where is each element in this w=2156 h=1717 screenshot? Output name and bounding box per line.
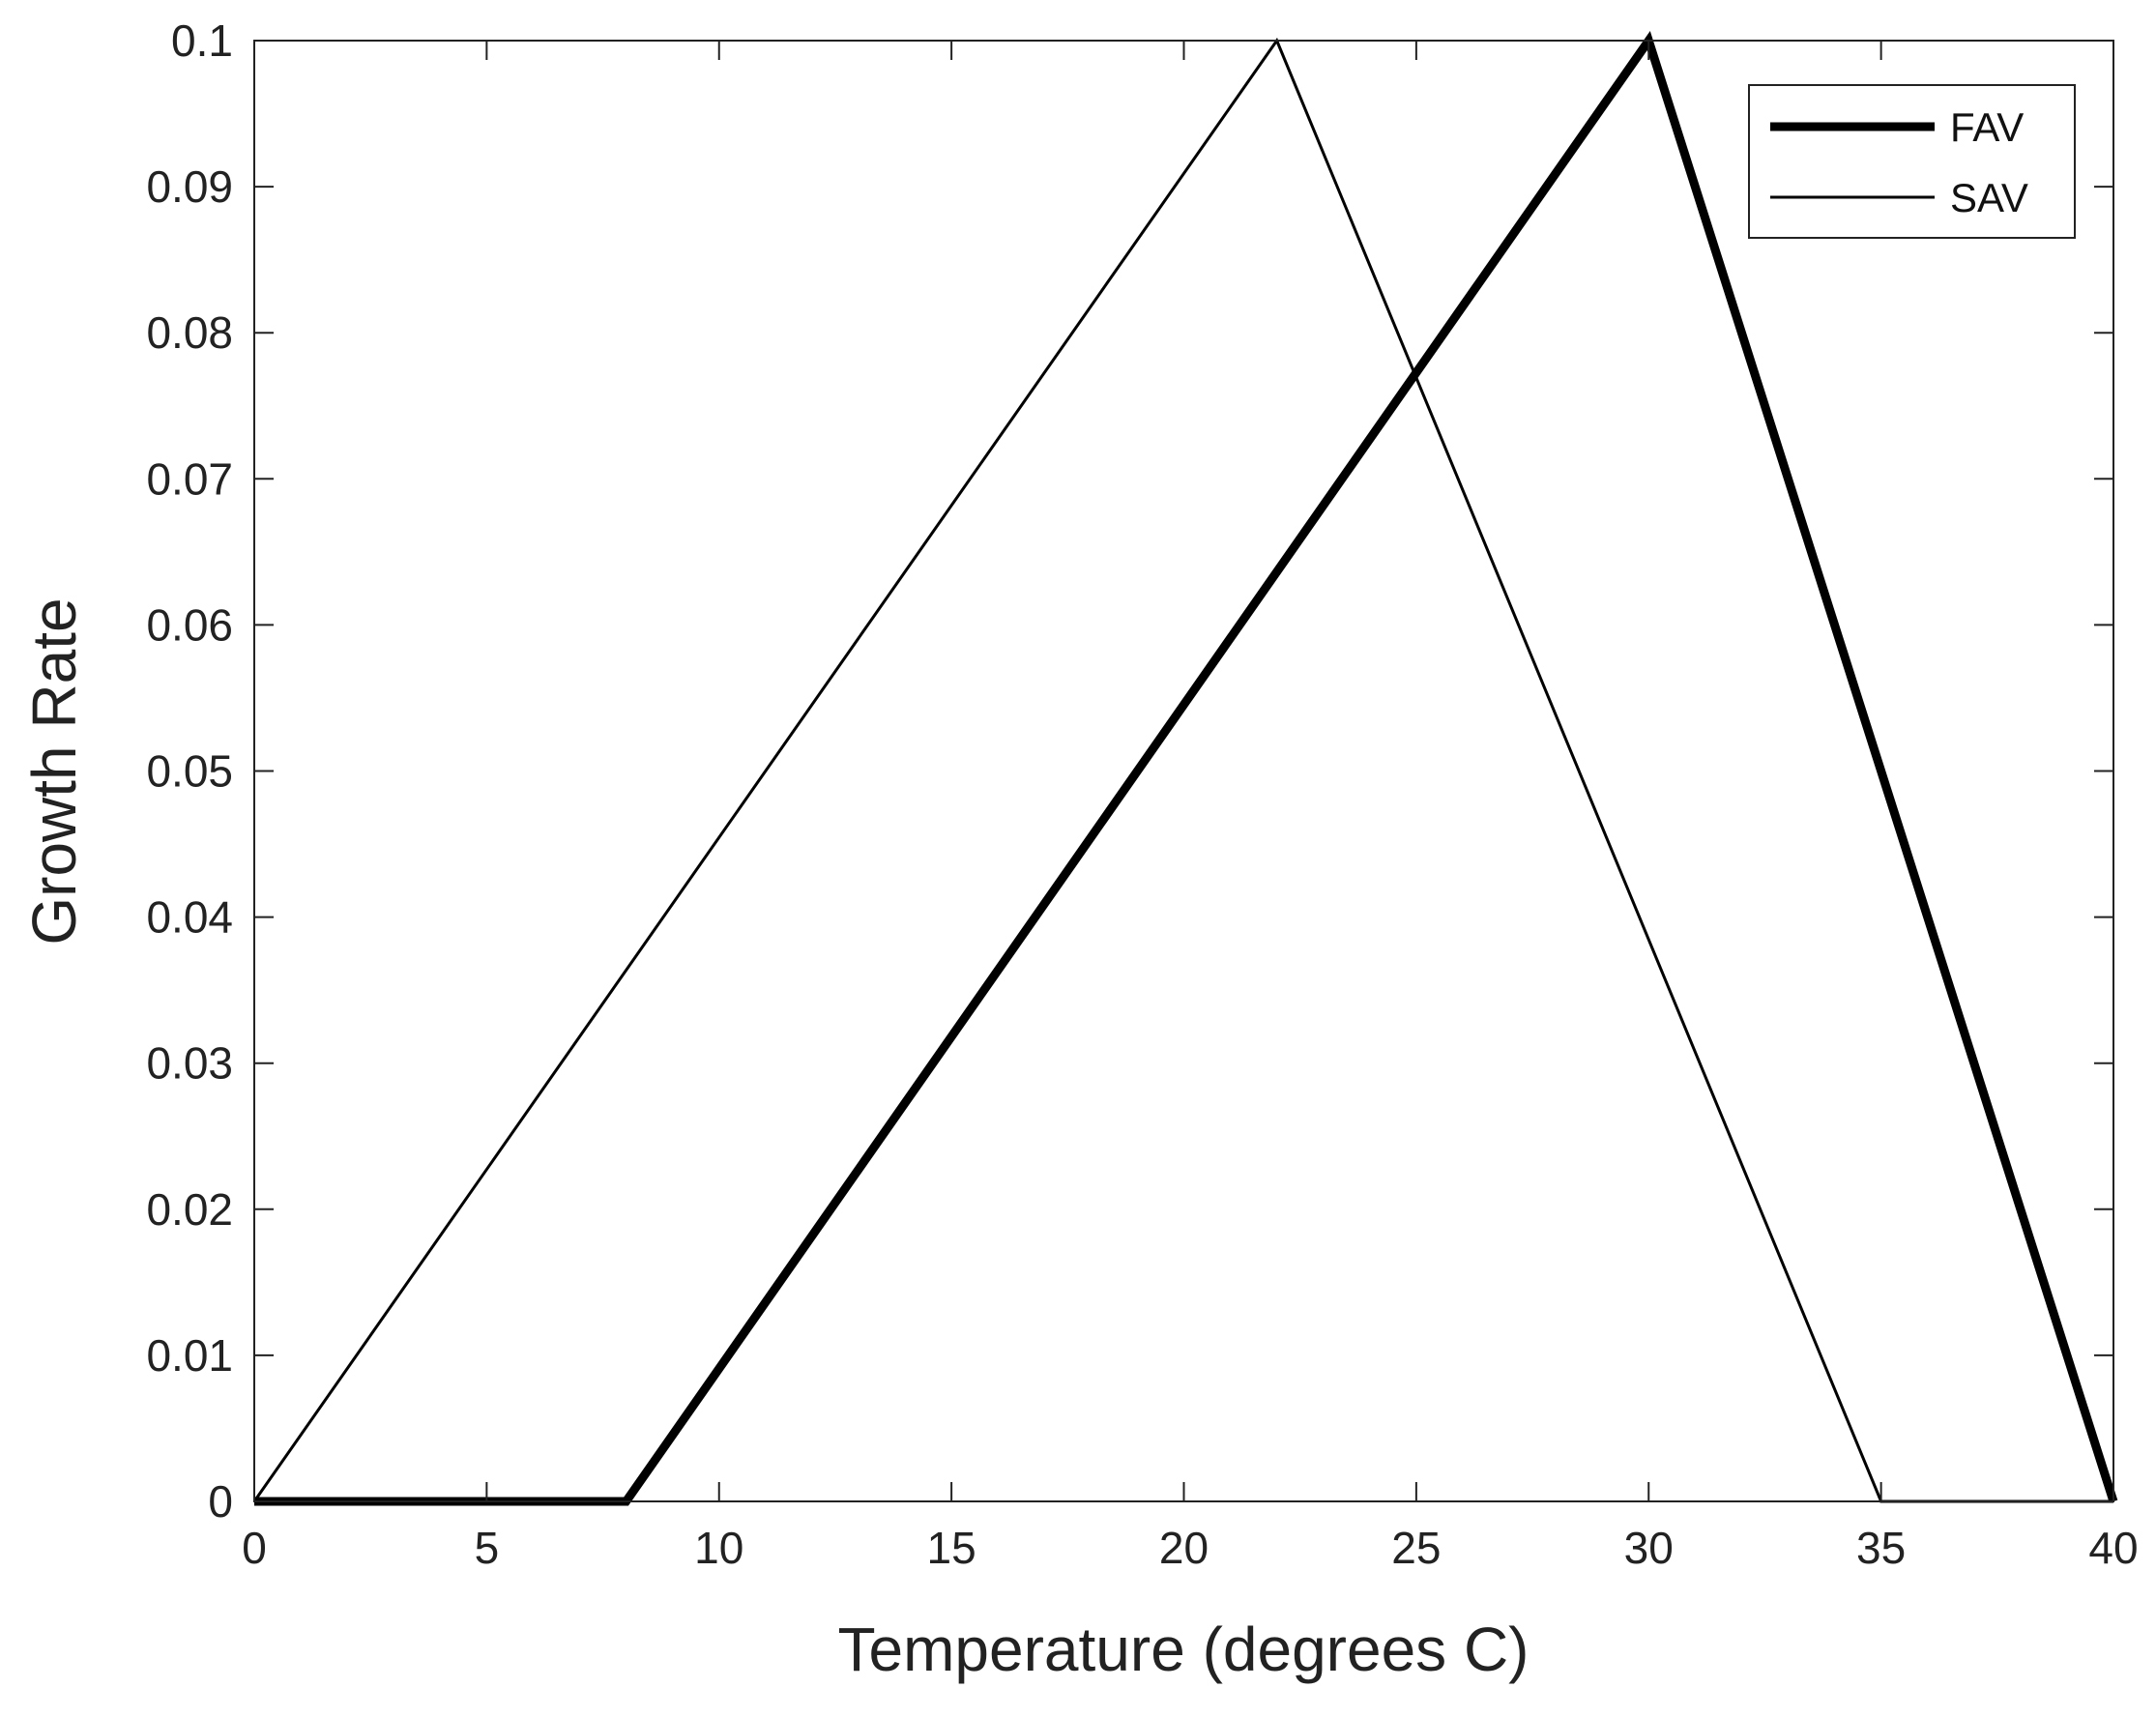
x-tick-label: 25 [1391,1523,1441,1573]
legend-box [1748,84,2076,239]
y-tick-label: 0.09 [146,161,233,212]
x-tick-label: 10 [694,1523,743,1573]
x-tick-label: 5 [475,1523,500,1573]
x-tick-label: 35 [1856,1523,1906,1573]
y-tick-label: 0.01 [146,1330,233,1381]
y-tick-label: 0.03 [146,1038,233,1089]
y-tick-label: 0.04 [146,892,233,943]
y-tick-label: 0.05 [146,746,233,797]
x-tick-label: 30 [1624,1523,1674,1573]
y-tick-label: 0.08 [146,307,233,358]
y-tick-label: 0.06 [146,599,233,650]
x-tick-label: 20 [1159,1523,1209,1573]
y-tick-label: 0 [208,1476,233,1527]
y-axis-label: Growth Rate [19,597,89,945]
legend-label-fav: FAV [1950,104,2024,150]
x-tick-label: 0 [242,1523,267,1573]
x-tick-label: 15 [927,1523,976,1573]
x-axis-label: Temperature (degrees C) [838,1615,1530,1684]
y-tick-label: 0.1 [171,15,233,66]
ticks-layer [253,40,2114,1502]
legend-label-sav: SAV [1950,175,2028,220]
plot-background [254,41,2113,1501]
y-tick-label: 0.02 [146,1184,233,1235]
y-tick-label: 0.07 [146,453,233,504]
tick-labels-layer: 0 5 10 15 20 25 30 35 40 0 0.01 0.02 0.03 0.04 0.05 0.0… [146,15,2138,1573]
legend: FAV SAV [1748,84,2076,239]
x-tick-label: 40 [2088,1523,2138,1573]
